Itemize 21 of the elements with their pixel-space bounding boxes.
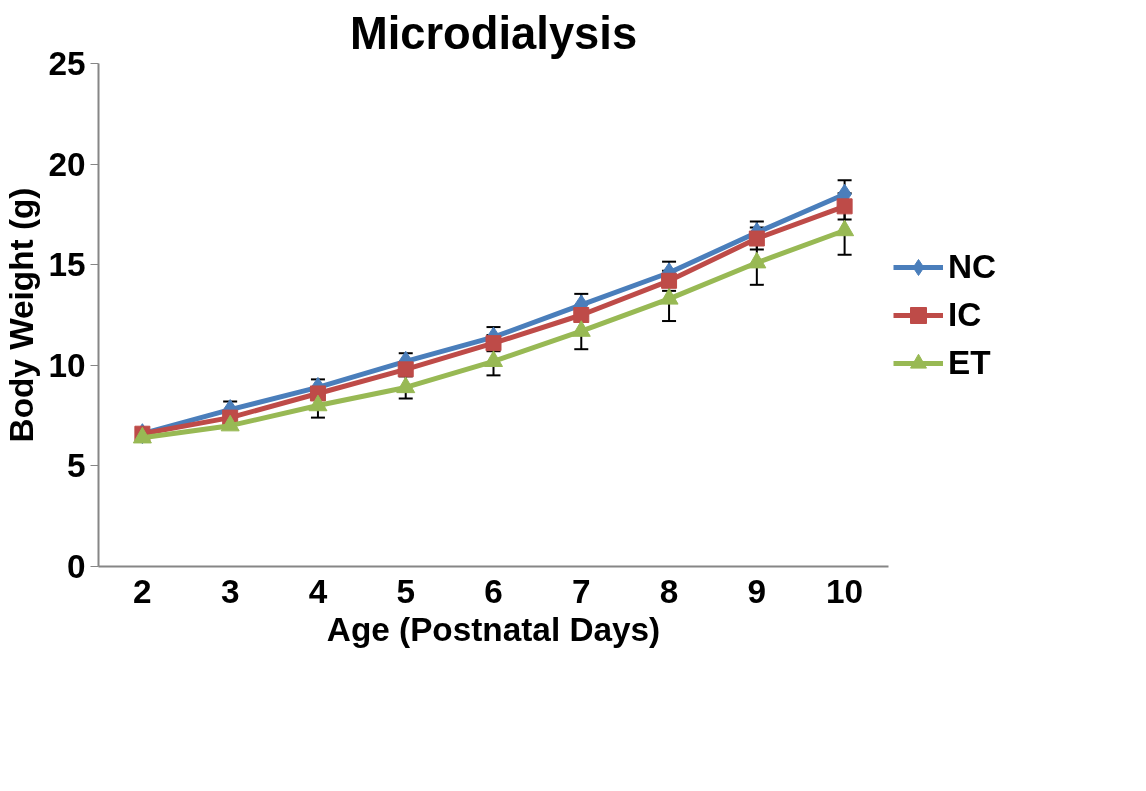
y-tick-label: 5 — [66, 447, 86, 485]
x-tick-label: 8 — [659, 572, 679, 610]
x-tick-label: 10 — [826, 572, 864, 610]
x-tick-label: 4 — [308, 572, 328, 610]
y-tick-label: 15 — [48, 246, 86, 284]
y-axis-title: Body Weight (g) — [3, 187, 41, 443]
legend-label: ET — [948, 343, 991, 382]
y-tick-label: 25 — [48, 45, 86, 82]
x-tick-label: 2 — [133, 572, 152, 610]
legend-label: NC — [948, 247, 997, 286]
chart-title: Microdialysis — [349, 7, 638, 59]
x-axis-title: Age (Postnatal Days) — [326, 610, 661, 648]
x-tick-label: 3 — [220, 572, 240, 610]
legend-label: IC — [948, 295, 982, 334]
x-tick-label: 5 — [396, 572, 415, 610]
y-tick-label: 0 — [66, 548, 86, 585]
x-tick-label: 9 — [747, 572, 767, 610]
y-tick-label: 10 — [48, 346, 86, 384]
y-tick-label: 20 — [48, 145, 86, 183]
x-tick-label: 7 — [572, 572, 591, 610]
x-tick-label: 6 — [484, 572, 503, 610]
